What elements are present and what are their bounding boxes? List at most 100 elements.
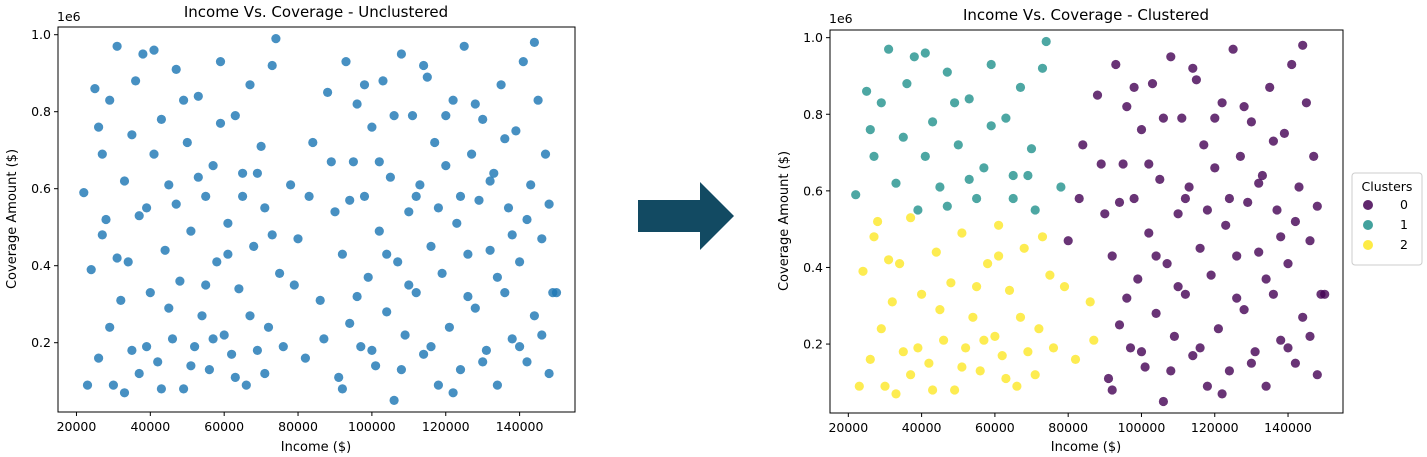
legend-label: 0 (1400, 197, 1408, 212)
data-point (931, 247, 941, 257)
data-point (1037, 63, 1048, 73)
data-point (396, 365, 406, 375)
data-point (1224, 193, 1234, 204)
data-point (422, 72, 432, 82)
data-point (97, 230, 107, 240)
x-tick-label: 20000 (57, 419, 97, 434)
data-point (1173, 282, 1183, 292)
data-point (994, 220, 1004, 230)
data-point (1224, 366, 1234, 376)
data-point (1151, 308, 1161, 318)
data-point (441, 111, 451, 121)
data-point (529, 37, 540, 48)
y-tick-label: 0.4 (31, 258, 51, 273)
data-point (389, 395, 399, 405)
data-point (511, 126, 521, 136)
data-point (433, 380, 443, 390)
data-point (201, 191, 211, 201)
data-point (238, 191, 248, 201)
data-point (1272, 205, 1282, 215)
data-point (935, 182, 945, 192)
data-point (367, 345, 377, 355)
data-point (1129, 82, 1139, 92)
data-point (1147, 79, 1158, 89)
x-tick-label: 140000 (1264, 420, 1312, 435)
data-point (950, 98, 960, 108)
data-point (1012, 381, 1022, 391)
x-tick-label: 60000 (975, 420, 1015, 435)
data-point (1125, 343, 1136, 353)
data-point (404, 207, 414, 217)
data-point (953, 140, 963, 150)
data-point (1239, 102, 1249, 112)
legend-label: 2 (1400, 237, 1408, 252)
data-point (82, 380, 93, 390)
data-point (507, 230, 517, 240)
data-point (278, 342, 288, 352)
data-point (858, 266, 868, 276)
data-point (906, 213, 916, 223)
data-point (94, 122, 104, 132)
data-point (105, 322, 115, 332)
data-point (263, 322, 274, 332)
x-tick-label: 80000 (278, 419, 318, 434)
legend-label: 1 (1400, 217, 1408, 232)
data-point (1279, 128, 1289, 138)
data-point (108, 380, 118, 390)
data-point (1004, 285, 1015, 295)
data-point (1092, 90, 1103, 100)
data-point (478, 357, 488, 367)
data-point (537, 330, 547, 340)
data-point (378, 76, 388, 86)
data-point (1188, 63, 1198, 73)
data-point (419, 349, 429, 359)
data-point (1034, 324, 1044, 334)
data-point (1118, 159, 1128, 169)
data-point (1202, 381, 1212, 391)
data-point (455, 365, 466, 375)
data-point (204, 365, 214, 375)
data-point (946, 278, 956, 288)
data-points (851, 36, 1330, 407)
data-point (1276, 335, 1286, 345)
data-point (1158, 396, 1168, 407)
data-point (300, 353, 310, 363)
data-point (474, 195, 484, 205)
data-point (330, 207, 340, 217)
legend-marker (1363, 200, 1373, 210)
data-point (215, 57, 226, 67)
x-tick-label: 140000 (496, 419, 544, 434)
data-point (1232, 293, 1242, 303)
data-point (134, 368, 144, 379)
y-tick-label: 0.4 (803, 260, 823, 275)
data-point (1151, 251, 1161, 261)
data-point (1085, 297, 1095, 307)
data-point (1114, 197, 1125, 207)
data-point (1210, 163, 1220, 173)
data-point (186, 361, 196, 371)
data-point (1070, 354, 1081, 364)
data-point (1158, 113, 1168, 123)
data-point (134, 211, 144, 221)
data-point (902, 79, 912, 89)
data-point (1155, 174, 1165, 184)
data-point (289, 280, 299, 290)
data-point (197, 311, 207, 321)
data-point (1107, 385, 1117, 395)
data-point (1166, 52, 1176, 62)
data-point (895, 259, 905, 269)
data-point (359, 80, 370, 90)
data-point (975, 366, 985, 376)
y-tick-label: 0.8 (31, 104, 51, 119)
data-point (415, 180, 425, 190)
data-point (149, 45, 159, 55)
data-point (1257, 170, 1267, 181)
data-point (972, 282, 982, 292)
data-point (1195, 243, 1205, 253)
data-point (1056, 182, 1066, 192)
data-point (964, 174, 974, 184)
data-point (1030, 370, 1040, 380)
data-point (1217, 389, 1227, 399)
data-point (880, 381, 890, 391)
data-point (1173, 209, 1183, 219)
